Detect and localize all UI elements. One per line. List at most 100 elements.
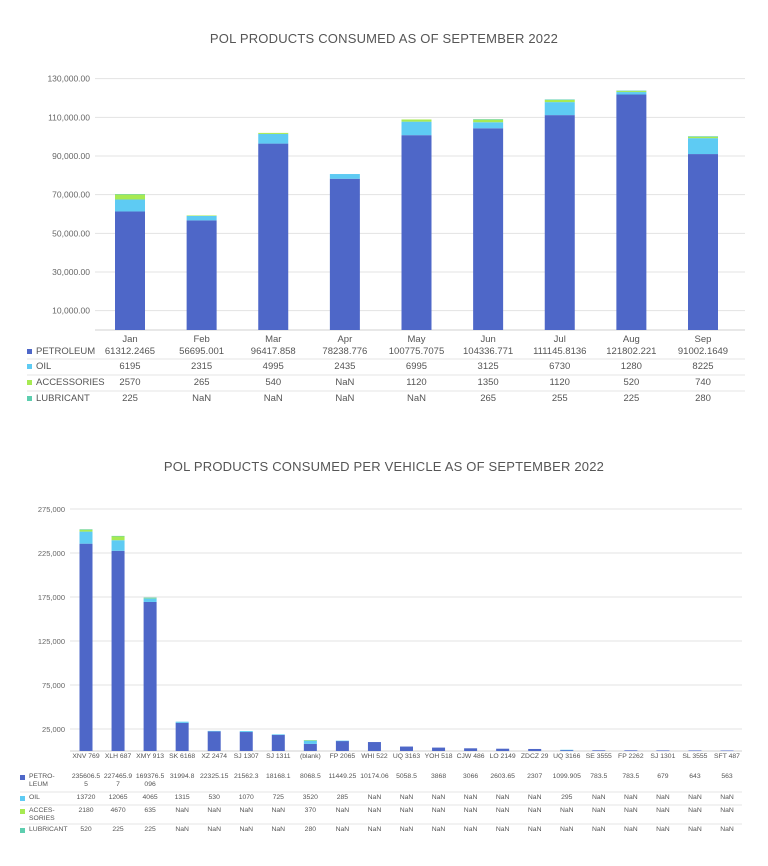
- x-category-label: ZDCZ 29: [520, 753, 549, 760]
- legend-swatch-lubricant: [27, 396, 32, 402]
- table-cell: NaN: [688, 807, 702, 814]
- table-cell: 21562.3: [233, 773, 259, 780]
- bar-petroleum-xmy-913: [143, 601, 157, 751]
- table-cell: NaN: [207, 826, 221, 833]
- bar-oil-xz-2474: [207, 730, 221, 732]
- table-cell: 6195: [119, 361, 141, 372]
- table-cell: 783.5: [590, 773, 608, 780]
- bar-lubricant--blank-: [303, 740, 317, 741]
- table-cell: NaN: [192, 393, 212, 404]
- legend-swatch-lubricant: [20, 828, 25, 834]
- bar-petroleum-fp-2262: [624, 750, 638, 751]
- bar-oil-feb: [186, 215, 217, 221]
- table-cell: 370: [304, 807, 317, 814]
- x-category-label: LO 2149: [489, 753, 516, 760]
- x-category-label: SK 6168: [169, 753, 196, 760]
- table-cell: 6995: [405, 361, 428, 372]
- x-category-label: CJW 486: [456, 753, 485, 760]
- bar-oil-aug: [616, 92, 647, 95]
- bar-accessories-aug: [616, 91, 647, 93]
- bar-petroleum-sj-1301: [656, 750, 670, 751]
- bar-lubricant-xlh-687: [111, 535, 125, 537]
- table-cell: NaN: [688, 826, 702, 833]
- bar-lubricant-sep: [688, 136, 718, 137]
- table-cell: 18168.1: [266, 773, 291, 780]
- table-cell: 78238.776: [322, 346, 368, 357]
- table-cell: 520: [623, 377, 640, 388]
- table-cell: NaN: [720, 826, 734, 833]
- bar-petroleum-uq-3163: [400, 746, 413, 751]
- chart-title: POL PRODUCTS CONSUMED AS OF SEPTEMBER 20…: [209, 31, 559, 46]
- table-cell: NaN: [463, 826, 478, 833]
- bar-lubricant-xmy-913: [143, 597, 157, 599]
- bar-lubricant-jun: [473, 119, 504, 120]
- bar-petroleum-xlh-687: [111, 550, 125, 751]
- table-cell: NaN: [175, 807, 189, 814]
- bar-petroleum-aug: [616, 94, 647, 330]
- table-cell: NaN: [367, 794, 382, 801]
- chart-title: POL PRODUCTS CONSUMED PER VEHICLE AS OF …: [163, 459, 605, 474]
- bar-petroleum-jul: [544, 115, 575, 330]
- bar-petroleum-sj-1311: [271, 735, 285, 751]
- table-cell: NaN: [239, 807, 254, 814]
- bar-accessories-xnv-769: [79, 529, 93, 532]
- x-category-label: Apr: [337, 334, 353, 345]
- x-category-label: XNV 769: [72, 753, 100, 760]
- bar-petroleum-fp-2065: [335, 740, 349, 751]
- table-cell: 104336.771: [463, 346, 514, 357]
- y-tick-label: 130,000.00: [47, 74, 90, 84]
- bar-petroleum-sk-6168: [175, 722, 189, 751]
- legend-swatch-oil: [20, 796, 25, 802]
- table-cell: 1070: [238, 794, 254, 801]
- table-cell: 295: [561, 794, 573, 801]
- table-cell: NaN: [406, 393, 426, 404]
- legend-label-oil: OIL: [36, 361, 52, 372]
- x-category-label: SE 3555: [585, 753, 612, 760]
- table-cell: NaN: [263, 393, 283, 404]
- table-cell: 2180: [78, 807, 94, 814]
- table-cell: 285: [336, 794, 349, 801]
- y-tick-label: 30,000.00: [52, 267, 90, 277]
- table-cell: 563: [721, 773, 733, 780]
- table-cell: NaN: [527, 794, 542, 801]
- x-category-label: SJ 1311: [266, 753, 291, 760]
- bar-accessories-may: [401, 119, 432, 122]
- table-cell: NaN: [463, 794, 478, 801]
- table-cell: 1315: [174, 794, 190, 801]
- table-cell: NaN: [431, 826, 446, 833]
- table-cell: NaN: [591, 826, 606, 833]
- table-cell: NaN: [463, 807, 478, 814]
- y-tick-label: 275,000: [38, 505, 65, 514]
- table-cell: 2570: [119, 377, 141, 388]
- x-category-label: XMY 913: [136, 753, 165, 760]
- bar-petroleum--blank-: [303, 743, 317, 751]
- table-cell: 111145.8136: [533, 346, 587, 357]
- x-category-label: FP 2262: [618, 753, 644, 760]
- bar-accessories-xlh-687: [111, 536, 125, 541]
- table-cell: NaN: [271, 807, 286, 814]
- table-cell: 91002.1649: [677, 346, 729, 357]
- table-cell: 8225: [692, 361, 714, 372]
- x-category-label: FP 2065: [329, 753, 356, 760]
- legend-swatch-petroleum: [27, 349, 32, 355]
- bar-oil-sep: [688, 138, 718, 155]
- y-tick-label: 110,000.00: [48, 112, 90, 122]
- monthly-chart: POL PRODUCTS CONSUMED AS OF SEPTEMBER 20…: [0, 0, 768, 420]
- table-cell: NaN: [624, 826, 638, 833]
- bar-petroleum-uq-3166: [560, 750, 574, 751]
- x-category-label: XZ 2474: [201, 753, 228, 760]
- table-cell: NaN: [720, 807, 734, 814]
- bar-accessories-jan: [115, 194, 145, 200]
- legend-label-accessories: ACCES-SORIES: [29, 807, 55, 823]
- bar-oil-mar: [258, 133, 289, 144]
- legend-label-petroleum: PETROLEUM: [36, 346, 96, 357]
- bar-oil-xnv-769: [79, 531, 93, 544]
- table-cell: 4065: [142, 794, 158, 801]
- bar-oil-fp-2065: [335, 740, 349, 742]
- y-tick-label: 90,000.00: [52, 151, 90, 161]
- y-tick-label: 75,000: [42, 681, 65, 690]
- x-category-label: XLH 687: [104, 753, 132, 760]
- table-cell: 783.5: [622, 773, 640, 780]
- table-cell: 265: [193, 377, 210, 388]
